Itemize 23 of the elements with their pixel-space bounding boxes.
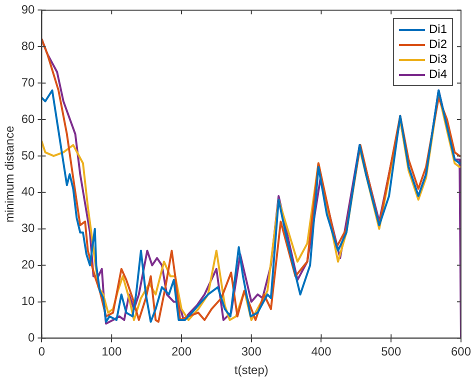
x-tick-label: 400 — [311, 344, 332, 359]
y-tick-label: 80 — [21, 38, 36, 53]
x-tick-label: 500 — [381, 344, 402, 359]
x-tick-label: 600 — [450, 344, 472, 359]
y-tick-label: 20 — [21, 258, 36, 272]
x-tick-label: 0 — [38, 344, 46, 359]
y-axis-title: minimum distance — [2, 126, 17, 223]
x-axis-title: t(step) — [234, 363, 268, 378]
legend-label: Di1 — [428, 22, 447, 38]
legend-label: Di2 — [428, 37, 447, 52]
y-tick-label: 10 — [21, 294, 36, 308]
x-tick-label: 100 — [102, 344, 122, 359]
y-tick-label: 50 — [21, 148, 36, 162]
y-tick-label: 70 — [21, 75, 36, 90]
y-tick-label: 60 — [21, 112, 36, 126]
y-tick-label: 30 — [21, 221, 36, 236]
x-tick-label: 200 — [171, 344, 192, 359]
legend-label: Di4 — [428, 67, 447, 82]
y-tick-label: 0 — [28, 330, 36, 345]
x-tick-label: 300 — [241, 344, 262, 359]
legend-label: Di3 — [428, 52, 447, 68]
y-tick-label: 90 — [21, 2, 36, 17]
y-tick-label: 40 — [21, 184, 36, 199]
